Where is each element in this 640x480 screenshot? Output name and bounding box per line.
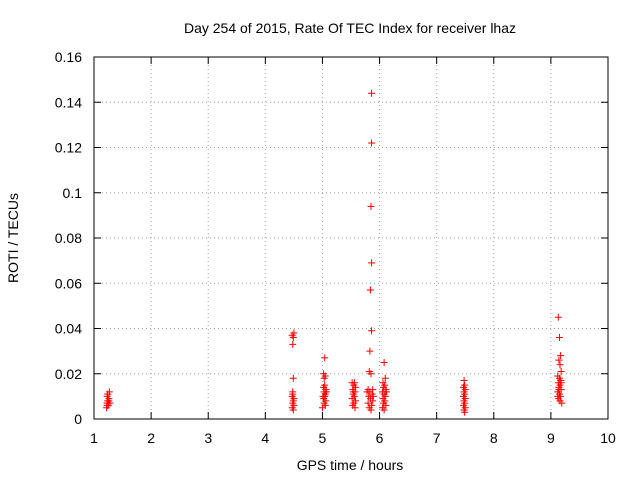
x-tick-label: 6 [376,430,384,446]
x-tick-label: 1 [90,430,98,446]
data-point [369,392,377,400]
data-point [555,386,563,394]
data-point [368,327,376,335]
data-point [367,202,375,210]
data-point [369,386,377,394]
data-point [557,379,565,387]
y-tick-label: 0.04 [55,321,82,337]
chart-title: Day 254 of 2015, Rate Of TEC Index for r… [184,20,516,36]
x-tick-label: 4 [261,430,269,446]
data-point [321,354,329,362]
data-point [369,397,377,405]
y-tick-label: 0.1 [63,185,83,201]
data-point [366,347,374,355]
axis-ticks [93,56,609,420]
data-point [382,388,390,396]
data-point [380,406,388,414]
data-point [366,286,374,294]
grid-lines [94,57,608,419]
data-point [381,374,389,382]
data-point [289,406,297,414]
data-point [289,334,297,342]
y-tick-label: 0.12 [55,140,82,156]
data-point [351,404,359,412]
data-point [368,89,376,97]
data-point [555,334,563,342]
y-tick-label: 0.16 [55,49,82,65]
data-point [368,139,376,147]
data-point [103,399,111,407]
data-point [349,388,357,396]
data-point [322,388,330,396]
x-tick-label: 7 [433,430,441,446]
x-tick-label: 8 [490,430,498,446]
x-tick-label: 3 [204,430,212,446]
data-point [557,367,565,375]
data-point [319,392,327,400]
data-point [318,404,326,412]
data-point [554,313,562,321]
y-tick-labels: 0 0.02 0.04 0.06 0.08 0.1 0.12 0.14 0.16 [55,49,82,427]
x-axis-label: GPS time / hours [297,457,404,473]
data-point [367,406,375,414]
data-point [557,352,565,360]
data-point [460,377,468,385]
data-point [104,390,112,398]
data-point [554,392,562,400]
data-point [380,358,388,366]
data-point [558,399,566,407]
y-tick-label: 0.08 [55,230,82,246]
data-point [555,356,563,364]
y-tick-label: 0.06 [55,275,82,291]
data-point [556,361,564,369]
y-tick-label: 0.02 [55,366,82,382]
data-point [350,379,358,387]
y-tick-label: 0 [74,411,82,427]
data-point [289,340,297,348]
data-point [367,370,375,378]
x-tick-label: 9 [547,430,555,446]
x-tick-label: 2 [147,430,155,446]
data-point [461,408,469,416]
y-axis-label: ROTI / TECUs [5,193,21,283]
data-point [363,388,371,396]
data-point [289,390,297,398]
y-tick-label: 0.14 [55,94,82,110]
data-point [320,374,328,382]
x-tick-labels: 1 2 3 4 5 6 7 8 9 10 [90,430,616,446]
data-points [103,89,566,416]
x-tick-label: 5 [319,430,327,446]
data-point [289,374,297,382]
data-point [290,329,298,337]
data-point [368,259,376,267]
x-tick-label: 10 [600,430,616,446]
